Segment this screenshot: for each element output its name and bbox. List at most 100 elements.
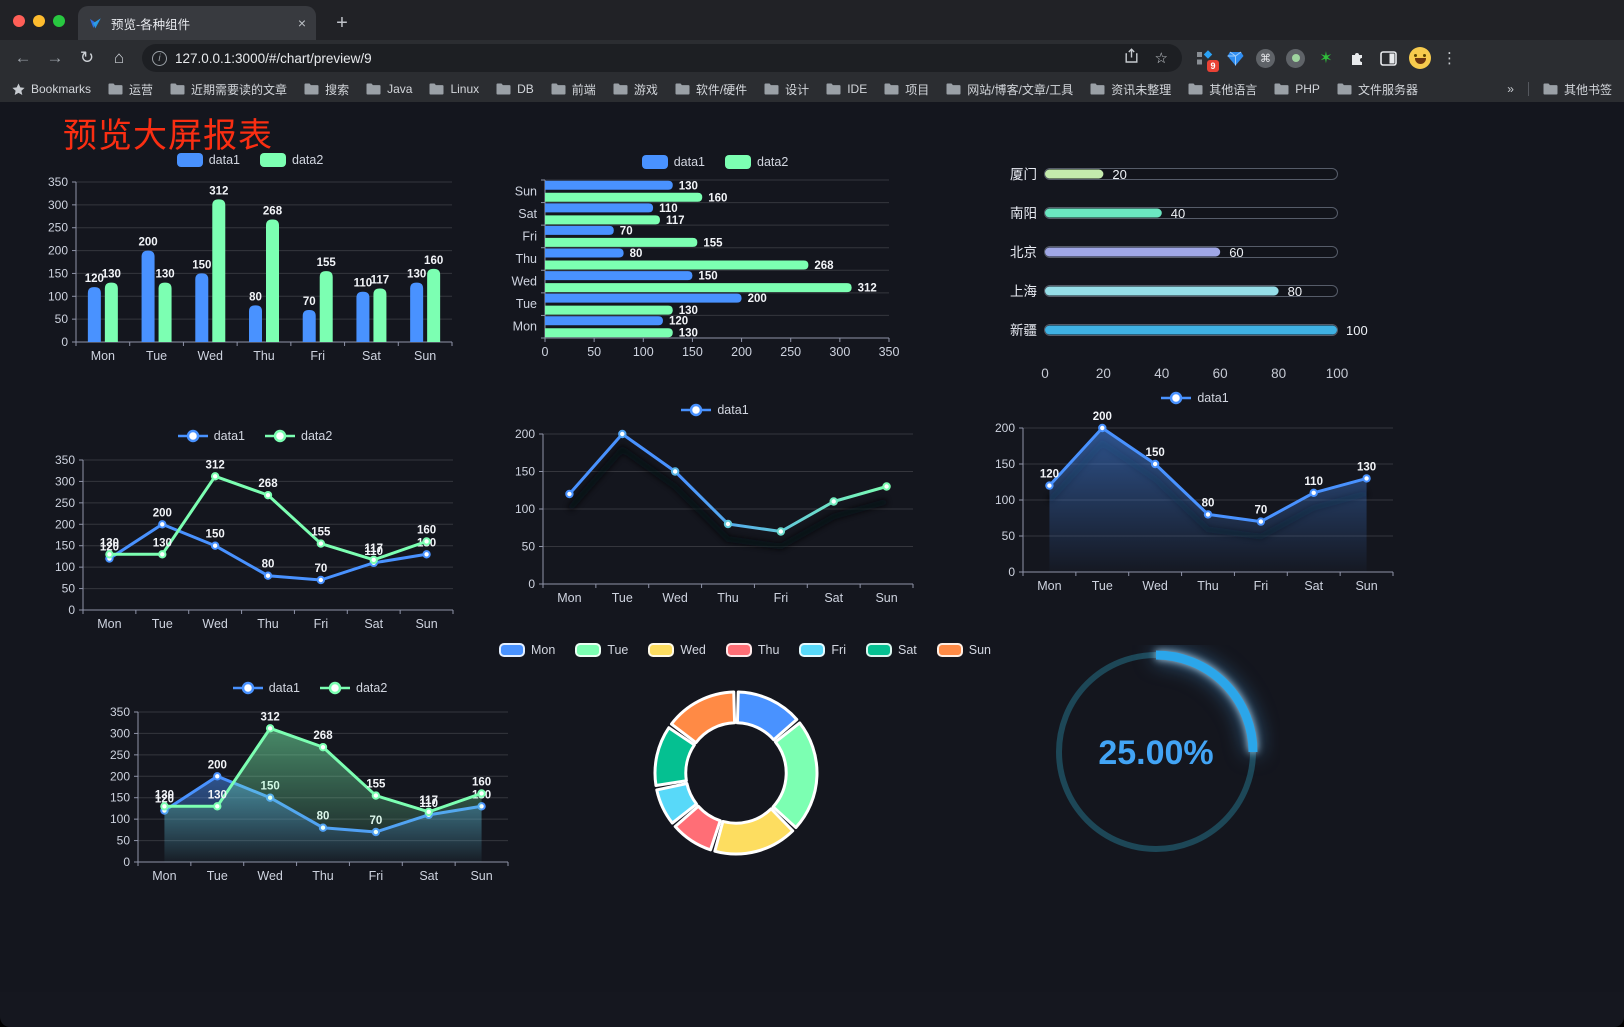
legend-item[interactable]: Wed: [648, 643, 706, 657]
legend-item[interactable]: data2: [725, 155, 788, 169]
browser-menu-icon[interactable]: ⋮: [1442, 50, 1457, 67]
bookmark-item[interactable]: PHP: [1274, 82, 1320, 96]
svg-text:Thu: Thu: [312, 869, 334, 883]
bookmark-item[interactable]: 资讯未整理: [1090, 81, 1171, 98]
puzzle-extensions-icon[interactable]: [1347, 48, 1367, 68]
legend-line-marker: [232, 681, 263, 695]
bookmark-star-icon[interactable]: ☆: [1154, 50, 1168, 67]
window-close-button[interactable]: [13, 15, 25, 27]
legend-item[interactable]: data1: [681, 403, 749, 417]
legend-label: data2: [757, 155, 789, 169]
legend-item[interactable]: data2: [265, 429, 332, 443]
svg-text:250: 250: [780, 345, 801, 359]
folder-icon: [366, 83, 381, 95]
bookmark-item[interactable]: 文件服务器: [1337, 81, 1418, 98]
svg-text:200: 200: [208, 759, 227, 771]
bookmark-item[interactable]: 近期需要读的文章: [170, 81, 287, 98]
svg-text:150: 150: [515, 465, 535, 479]
svg-text:200: 200: [55, 517, 75, 531]
back-icon[interactable]: ←: [14, 48, 32, 67]
svg-text:Tue: Tue: [1092, 579, 1113, 593]
svg-text:上海: 上海: [1010, 284, 1037, 299]
legend-item[interactable]: Tue: [575, 643, 628, 657]
svg-text:130: 130: [100, 537, 119, 549]
chart-legend: data1 data2: [45, 424, 465, 448]
svg-text:350: 350: [110, 705, 130, 719]
legend-item[interactable]: Mon: [498, 643, 555, 657]
svg-text:Sun: Sun: [1355, 579, 1377, 593]
reload-icon[interactable]: ↻: [79, 48, 95, 67]
star-extension-icon[interactable]: ✶: [1319, 50, 1333, 67]
command-extension-icon[interactable]: ⌘: [1256, 48, 1275, 68]
legend-item[interactable]: data2: [260, 153, 323, 167]
bookmark-item[interactable]: 项目: [884, 81, 929, 98]
legend-swatch: [936, 643, 963, 657]
bookmark-item[interactable]: 游戏: [613, 81, 658, 98]
svg-text:Wed: Wed: [512, 275, 538, 289]
other-bookmarks[interactable]: 其他书签: [1543, 81, 1612, 98]
svg-text:Wed: Wed: [1142, 579, 1168, 593]
legend-item[interactable]: Sat: [866, 643, 917, 657]
svg-text:Sun: Sun: [470, 869, 492, 883]
home-icon[interactable]: ⌂: [113, 48, 125, 67]
bookmark-item[interactable]: 软件/硬件: [675, 81, 747, 98]
bookmark-label: IDE: [847, 82, 868, 96]
chart-legend: data1 data2: [100, 676, 520, 700]
bookmark-item[interactable]: DB: [496, 82, 534, 96]
bookmarks-root[interactable]: Bookmarks: [12, 82, 91, 96]
legend-line-marker: [1161, 391, 1192, 405]
legend-item[interactable]: Fri: [799, 643, 846, 657]
site-info-icon[interactable]: i: [152, 50, 167, 66]
tab-close-icon[interactable]: ×: [297, 15, 306, 31]
forward-icon[interactable]: →: [46, 48, 64, 67]
bookmark-item[interactable]: 搜索: [304, 81, 349, 98]
legend-item[interactable]: data1: [177, 429, 245, 443]
bookmark-item[interactable]: Linux: [429, 82, 479, 96]
extension-grid-icon[interactable]: 9: [1194, 48, 1219, 72]
bookmark-item[interactable]: 设计: [764, 81, 809, 98]
window-zoom-button[interactable]: [53, 15, 65, 27]
legend-item[interactable]: Sun: [936, 643, 991, 657]
new-tab-button[interactable]: +: [336, 12, 348, 34]
legend-swatch: [648, 643, 675, 657]
svg-text:Thu: Thu: [717, 591, 739, 605]
svg-text:130: 130: [102, 269, 121, 281]
legend-swatch: [575, 643, 602, 657]
bookmark-item[interactable]: 前端: [551, 81, 596, 98]
legend-item[interactable]: data2: [320, 681, 387, 695]
legend-item[interactable]: data1: [1161, 391, 1229, 405]
bookmarks-overflow-chevron[interactable]: »: [1507, 82, 1514, 96]
sidepanel-icon[interactable]: [1378, 48, 1398, 68]
legend-item[interactable]: Thu: [725, 643, 779, 657]
bookmark-item[interactable]: 其他语言: [1188, 81, 1257, 98]
svg-text:Sun: Sun: [414, 349, 436, 363]
bookmarks-divider: [1527, 82, 1529, 96]
bookmark-item[interactable]: 运营: [108, 81, 153, 98]
bookmark-label: 文件服务器: [1357, 82, 1418, 97]
bookmark-item[interactable]: IDE: [826, 82, 867, 96]
legend-swatch: [725, 155, 751, 169]
svg-text:160: 160: [472, 776, 491, 788]
gem-extension-icon[interactable]: [1225, 48, 1245, 68]
svg-text:312: 312: [261, 711, 280, 723]
folder-icon: [1188, 83, 1203, 95]
bookmark-item[interactable]: Java: [366, 82, 412, 96]
url-bar[interactable]: i 127.0.0.1:3000/#/chart/preview/9 ☆: [142, 44, 1182, 72]
profile-avatar[interactable]: [1409, 47, 1431, 69]
browser-tab[interactable]: 预览-各种组件 ×: [78, 6, 316, 40]
svg-text:250: 250: [48, 221, 68, 235]
share-icon[interactable]: [1120, 48, 1143, 68]
svg-text:Wed: Wed: [198, 349, 224, 363]
gauge-chart: 25.00%: [1040, 645, 1280, 865]
window-minimize-button[interactable]: [33, 15, 45, 27]
url-text[interactable]: 127.0.0.1:3000/#/chart/preview/9: [175, 50, 372, 66]
recorder-extension-icon[interactable]: [1286, 48, 1305, 68]
legend-item[interactable]: data1: [641, 155, 705, 169]
legend-item[interactable]: data1: [176, 153, 240, 167]
svg-text:250: 250: [55, 496, 75, 510]
legend-item[interactable]: data1: [232, 681, 300, 695]
svg-text:70: 70: [620, 225, 633, 237]
chart-legend: Mon Tue Wed Thu Fri Sat Sun: [498, 638, 991, 662]
bookmark-item[interactable]: 网站/博客/文章/工具: [946, 81, 1073, 98]
